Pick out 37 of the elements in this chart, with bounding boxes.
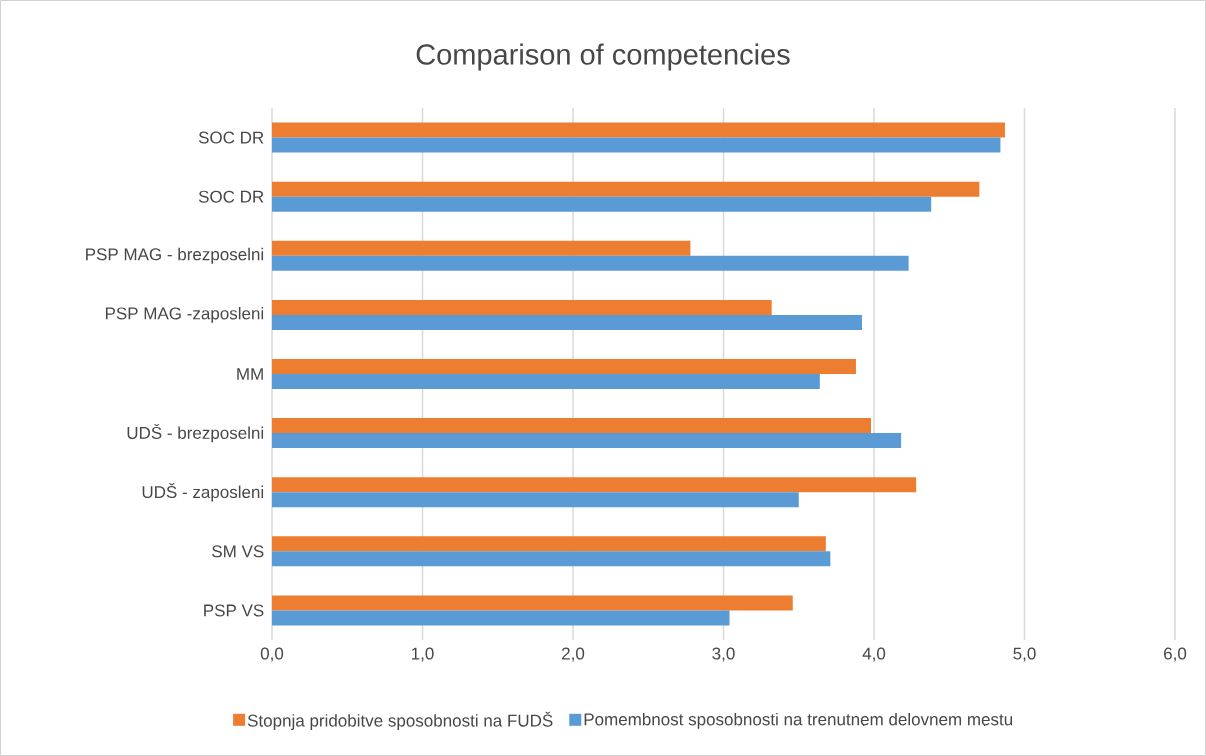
- y-tick-label: SOC DR: [198, 190, 264, 203]
- legend-label: Stopnja pridobitve sposobnosti na FUDŠ: [247, 711, 553, 731]
- bar: [272, 181, 980, 197]
- x-tick-label: 2,0: [562, 647, 585, 662]
- bar: [272, 359, 856, 374]
- x-tick-label: 5,0: [1013, 647, 1036, 662]
- chart-title: Comparison of competencies: [416, 43, 790, 71]
- x-tick-label: 3,0: [712, 647, 735, 662]
- bar: [272, 536, 826, 552]
- bar: [272, 374, 820, 389]
- x-tick-label: 6,0: [1164, 647, 1187, 662]
- bar: [272, 196, 932, 212]
- bar: [272, 314, 862, 330]
- y-tick-label: UDŠ - brezposelni: [127, 423, 264, 443]
- legend-label: Pomembnost sposobnosti na trenutnem delovnem mestu: [584, 712, 1013, 729]
- bar: [272, 433, 902, 449]
- y-tick-label: PSP MAG -zaposleni: [105, 306, 264, 323]
- x-tick-label: 0,0: [260, 647, 284, 662]
- bar: [272, 122, 1005, 138]
- x-tick-label: 4,0: [862, 647, 886, 662]
- bar: [272, 595, 793, 611]
- bar: [272, 255, 909, 271]
- y-tick-label: MM: [237, 368, 263, 380]
- bar: [272, 610, 730, 626]
- bar: [272, 551, 831, 567]
- bar: [272, 240, 691, 256]
- bar: [272, 477, 917, 493]
- y-tick-label: UDŠ - zaposleni: [142, 483, 264, 502]
- y-tick-label: SOC DR: [198, 131, 264, 144]
- y-tick-label: SM VS: [212, 545, 264, 558]
- y-tick-label: PSP MAG - brezposelni: [86, 247, 264, 264]
- x-tick-label: 1,0: [411, 647, 434, 662]
- bar: [272, 418, 871, 434]
- y-tick-label: PSP VS: [204, 604, 264, 617]
- bar: [272, 137, 1001, 153]
- bar: [272, 492, 799, 508]
- bar: [272, 299, 772, 315]
